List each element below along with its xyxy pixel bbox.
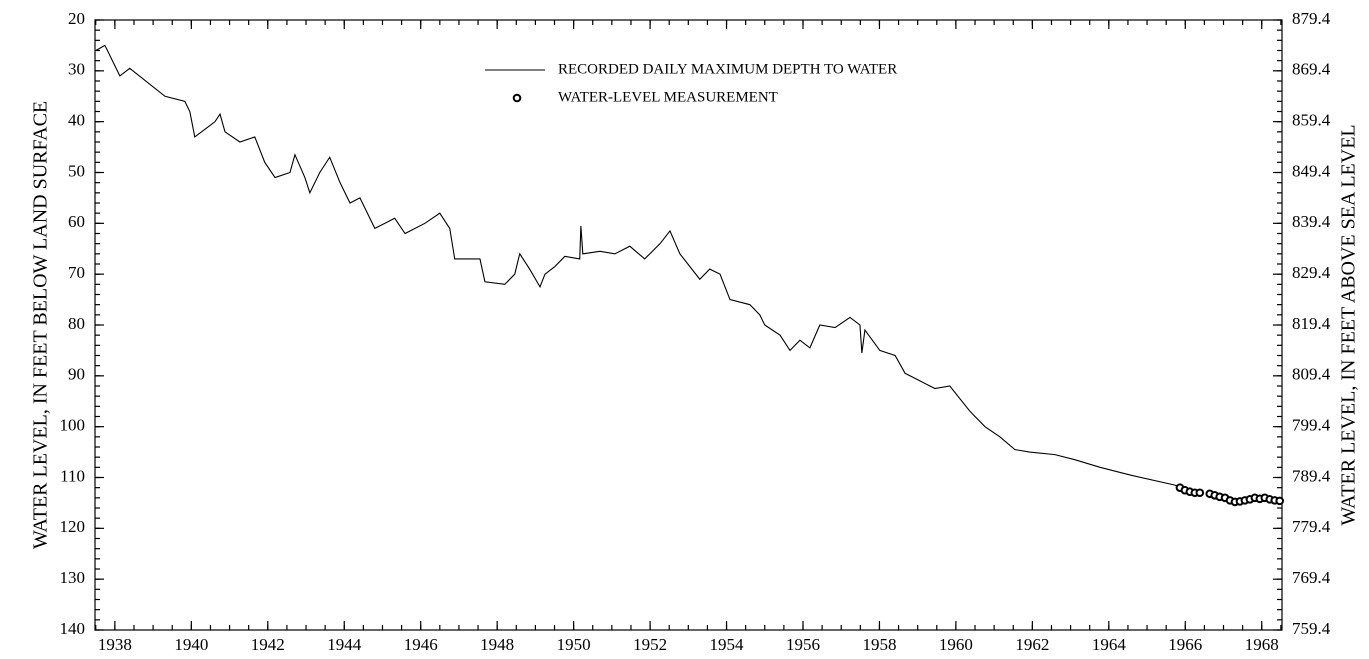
y2-tick-label: 859.4 [1292,111,1331,130]
measurement-point [1195,488,1205,498]
y2-axis-label: WATER LEVEL, IN FEET ABOVE SEA LEVEL [1338,124,1360,525]
x-tick-label: 1956 [786,635,820,654]
y2-tick-label: 819.4 [1292,314,1331,333]
x-tick-label: 1942 [251,635,285,654]
y2-tick-label: 799.4 [1292,416,1331,435]
y-tick-label: 50 [68,161,85,180]
y-tick-label: 100 [60,416,86,435]
y-axis-label: WATER LEVEL, IN FEET BELOW LAND SURFACE [30,101,52,549]
y-tick-label: 20 [68,9,85,28]
legend-label: WATER-LEVEL MEASUREMENT [558,89,778,105]
y2-tick-label: 809.4 [1292,365,1331,384]
y-tick-label: 80 [68,314,85,333]
y2-tick-label: 849.4 [1292,161,1331,180]
x-tick-label: 1964 [1092,635,1127,654]
y2-tick-label: 879.4 [1292,9,1331,28]
x-tick-label: 1944 [327,635,362,654]
y-tick-label: 60 [68,212,85,231]
y-tick-label: 90 [68,365,85,384]
y2-tick-label: 839.4 [1292,212,1331,231]
x-tick-label: 1938 [98,635,132,654]
x-tick-label: 1948 [480,635,514,654]
x-tick-label: 1950 [557,635,591,654]
y2-tick-label: 869.4 [1292,60,1331,79]
plot-frame [94,19,1283,631]
y2-tick-label: 779.4 [1292,517,1331,536]
y-tick-label: 30 [68,60,85,79]
y-tick-label: 70 [68,263,85,282]
y2-tick-label: 759.4 [1292,619,1331,638]
legend-marker [512,93,522,103]
legend-label: RECORDED DAILY MAXIMUM DEPTH TO WATER [558,61,897,77]
y2-tick-label: 769.4 [1292,568,1331,587]
x-tick-label: 1960 [939,635,973,654]
y-tick-label: 40 [68,111,85,130]
y-tick-label: 120 [60,517,86,536]
x-tick-label: 1952 [633,635,667,654]
water-level-line [95,44,1181,489]
y2-tick-label: 829.4 [1292,263,1331,282]
y-tick-label: 130 [60,568,86,587]
y-tick-label: 140 [60,619,86,638]
x-tick-label: 1954 [710,635,745,654]
y2-tick-label: 789.4 [1292,466,1331,485]
x-tick-label: 1946 [404,635,438,654]
x-tick-label: 1940 [174,635,208,654]
x-tick-label: 1962 [1015,635,1049,654]
measurement-point [1275,496,1285,506]
x-tick-label: 1958 [862,635,896,654]
x-tick-label: 1968 [1245,635,1279,654]
x-tick-label: 1966 [1168,635,1202,654]
y-tick-label: 110 [60,466,85,485]
